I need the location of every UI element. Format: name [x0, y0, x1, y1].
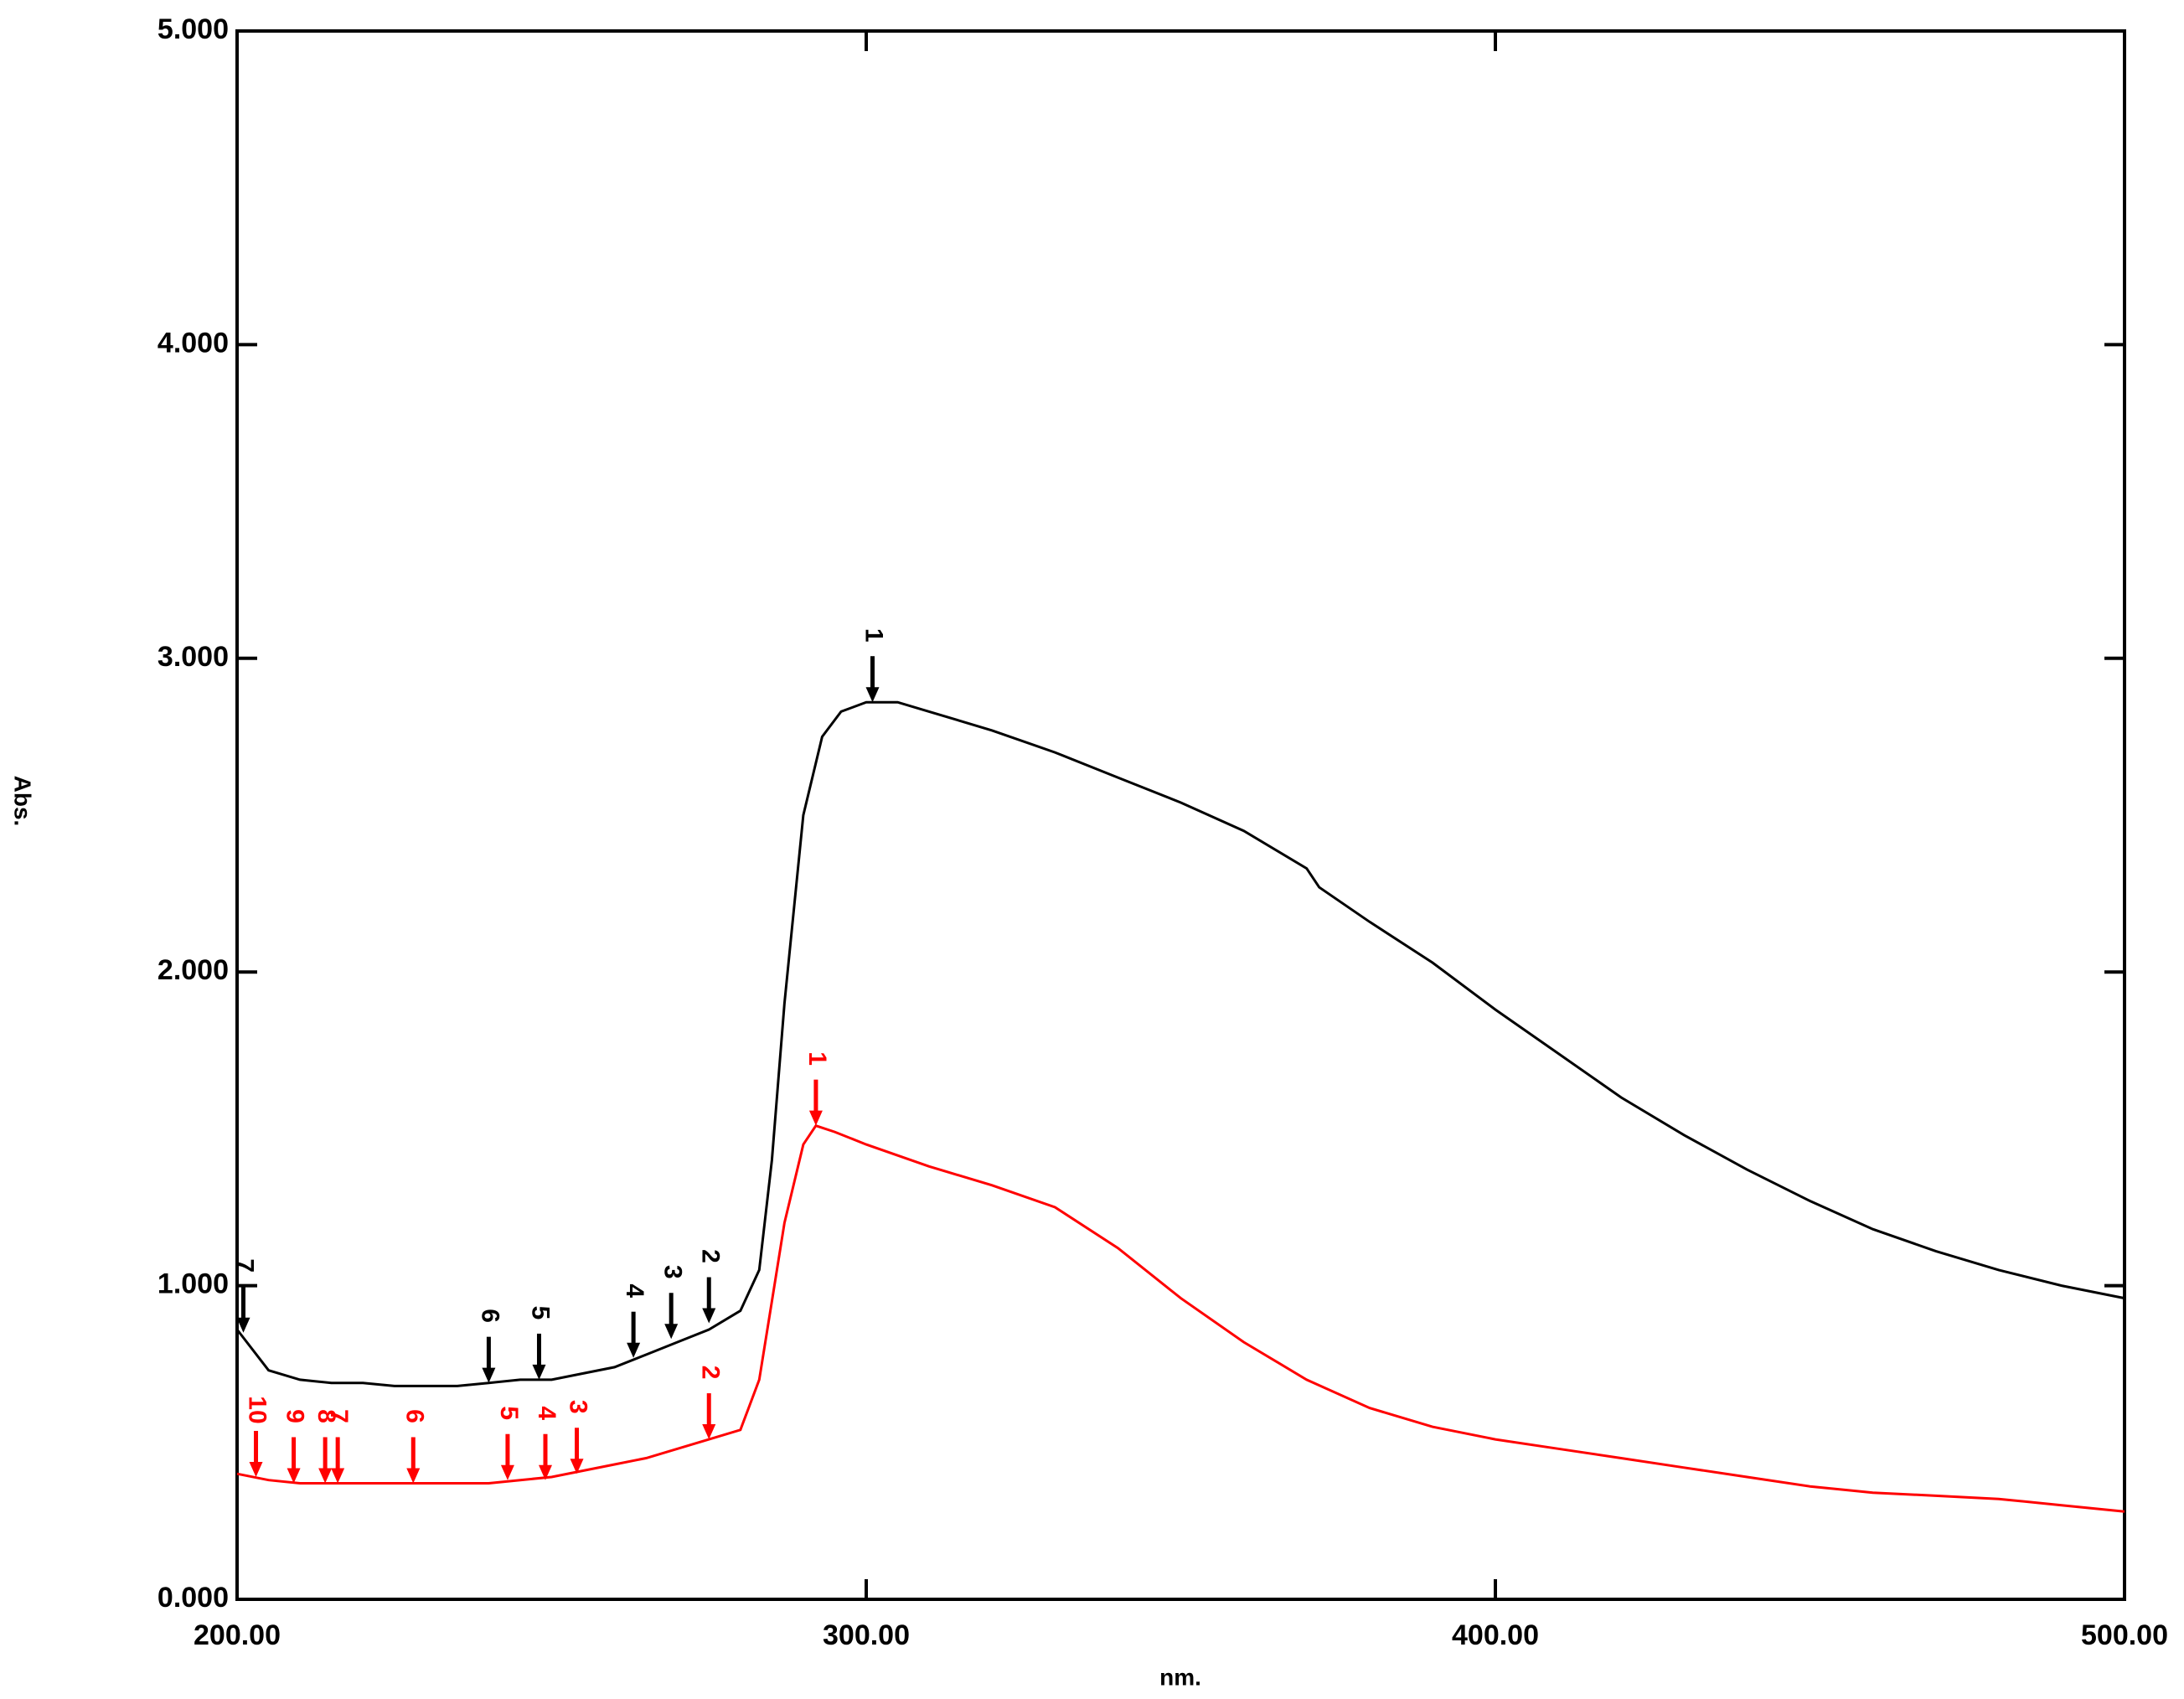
peak-arrowhead — [808, 1110, 823, 1126]
peak-label: 5 — [495, 1406, 523, 1420]
peak-label: 3 — [565, 1400, 592, 1414]
x-axis-label: nm. — [1159, 1664, 1201, 1690]
peak-label: 9 — [281, 1409, 309, 1423]
y-tick-label: 2.000 — [157, 954, 229, 986]
peak-label: 6 — [476, 1309, 503, 1323]
peak-label: 3 — [658, 1265, 686, 1279]
peak-label: 6 — [400, 1409, 428, 1423]
x-tick-label: 200.00 — [194, 1619, 281, 1651]
peak-arrowhead — [406, 1468, 421, 1484]
peak-arrowhead — [570, 1459, 584, 1474]
plot-frame — [235, 29, 2126, 1601]
peak-label: 1 — [803, 1051, 831, 1066]
peak-arrowhead — [627, 1342, 641, 1358]
peak-label: 1 — [860, 628, 888, 643]
peak-label: 7 — [231, 1258, 259, 1273]
peak-arrowhead — [236, 1317, 250, 1333]
peak-label: 2 — [696, 1249, 724, 1263]
peak-label: 4 — [533, 1406, 560, 1420]
peak-arrowhead — [532, 1364, 546, 1380]
y-tick-label: 5.000 — [157, 13, 229, 45]
y-axis-label: Abs. — [10, 776, 36, 827]
peak-label: 2 — [696, 1366, 724, 1380]
spectrum-line — [236, 1123, 2125, 1513]
peak-arrowhead — [865, 687, 880, 703]
peak-arrowhead — [482, 1367, 496, 1383]
y-tick-label: 0.000 — [157, 1582, 229, 1614]
peak-label: 8 — [312, 1409, 340, 1423]
peak-arrowhead — [664, 1324, 679, 1340]
peak-label: 4 — [621, 1283, 648, 1298]
peak-arrowhead — [500, 1464, 514, 1480]
peak-label: 5 — [527, 1306, 555, 1320]
peak-label: 7 — [325, 1409, 353, 1423]
y-tick-label: 4.000 — [157, 327, 229, 359]
spectrum-line — [235, 700, 2125, 1387]
peak-arrowhead — [249, 1461, 263, 1477]
peak-arrowhead — [318, 1468, 333, 1484]
peak-arrowhead — [538, 1464, 552, 1480]
peak-arrowhead — [287, 1468, 301, 1484]
y-tick-label: 3.000 — [157, 641, 229, 673]
peak-arrowhead — [702, 1424, 716, 1440]
x-tick-label: 300.00 — [823, 1619, 910, 1651]
peak-arrowhead — [331, 1468, 345, 1484]
peak-arrowhead — [702, 1308, 716, 1324]
x-tick-label: 400.00 — [1452, 1619, 1539, 1651]
y-tick-label: 1.000 — [157, 1268, 229, 1300]
x-tick-label: 500.00 — [2081, 1619, 2168, 1651]
peak-label: 10 — [244, 1396, 271, 1423]
